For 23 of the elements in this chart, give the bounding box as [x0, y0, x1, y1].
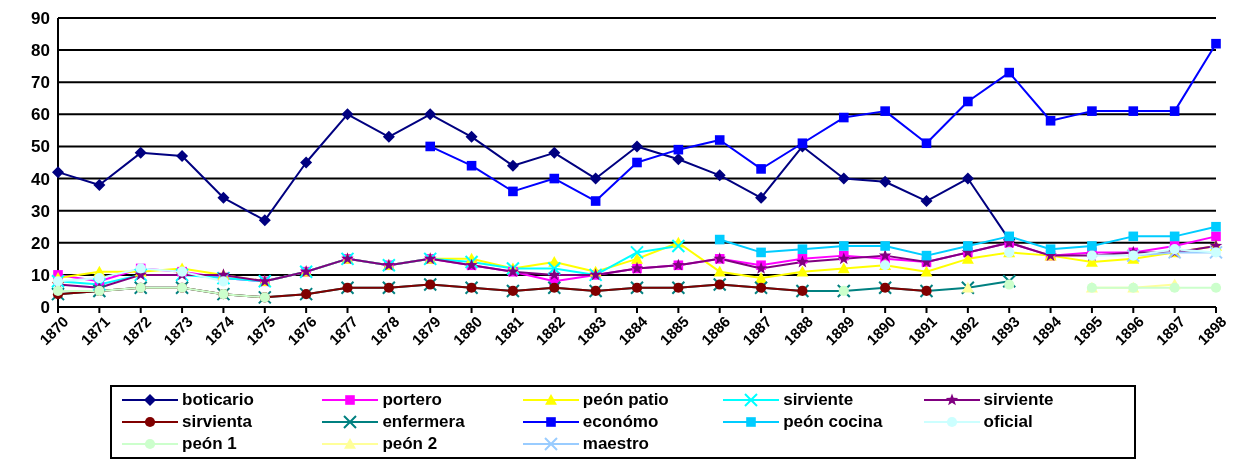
y-tick-label: 0	[40, 298, 50, 318]
legend-label: peón cocina	[783, 412, 883, 432]
legend-label: portero	[382, 390, 442, 410]
legend-label: sirviente	[783, 390, 854, 410]
legend-label: económo	[582, 412, 659, 432]
legend-label: peón patio	[582, 390, 669, 410]
y-tick-label: 10	[31, 265, 50, 285]
legend-label: maestro	[582, 434, 649, 454]
legend-label: enfermera	[382, 412, 465, 432]
y-tick-label: 40	[31, 169, 50, 189]
legend-label: peón 2	[382, 434, 438, 454]
y-tick-label: 80	[31, 41, 50, 61]
y-tick-label: 20	[31, 233, 50, 253]
y-tick-label: 30	[31, 201, 50, 221]
y-tick-label: 90	[31, 9, 50, 29]
legend-label: sirvienta	[182, 412, 252, 432]
legend-label: oficial	[983, 412, 1033, 432]
legend-label: peón 1	[182, 434, 237, 454]
legend-label: boticario	[182, 390, 254, 410]
legend-label: sirviente	[983, 390, 1054, 410]
y-tick-label: 70	[31, 73, 50, 93]
y-tick-label: 50	[31, 137, 50, 157]
y-tick-label: 60	[31, 105, 50, 125]
